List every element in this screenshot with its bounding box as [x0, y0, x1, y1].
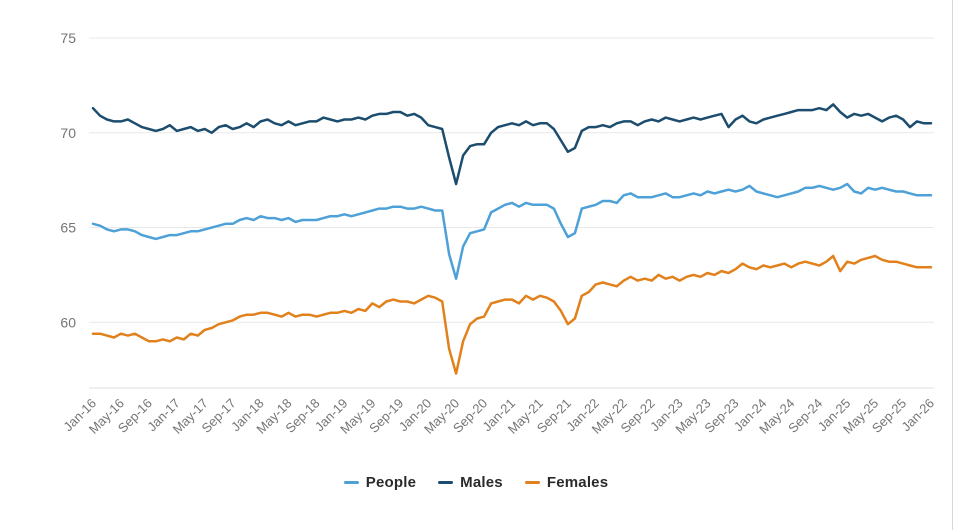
x-axis-tick-labels: Jan-16May-16Sep-16Jan-17May-17Sep-17Jan-… [60, 396, 937, 437]
males-line-marker-icon [438, 481, 454, 484]
line-chart-container: 75 70 65 60 Jan-16 May-16 Sep-16 Jan-17 May-17 S… [60, 30, 937, 437]
frame-right-border [952, 0, 953, 530]
y-tick-label: 75 [60, 30, 76, 46]
legend-item-males[interactable]: Males [438, 474, 503, 491]
series-line-people[interactable] [91, 182, 933, 280]
series-lines [91, 103, 933, 375]
y-tick-label: 65 [60, 220, 76, 236]
legend-label-people: People [365, 474, 417, 491]
legend-item-people[interactable]: People [343, 474, 417, 491]
females-line-marker-icon [524, 481, 540, 484]
series-line-females[interactable] [91, 254, 933, 375]
participation-line-chart: 75 70 65 60 Jan-16May-16Sep-16Jan-17May-17S… [60, 30, 937, 437]
chart-legend: People Males Females [0, 474, 952, 491]
legend-label-females: Females [546, 474, 609, 491]
legend-label-males: Males [460, 474, 503, 491]
people-line-marker-icon [343, 481, 359, 484]
y-tick-label: 60 [60, 314, 76, 330]
y-tick-label: 70 [60, 125, 76, 141]
y-axis-tick-labels: 75 70 65 60 [60, 30, 76, 330]
series-line-males[interactable] [91, 103, 933, 186]
y-gridlines [89, 37, 934, 389]
legend-item-females[interactable]: Females [524, 474, 609, 491]
